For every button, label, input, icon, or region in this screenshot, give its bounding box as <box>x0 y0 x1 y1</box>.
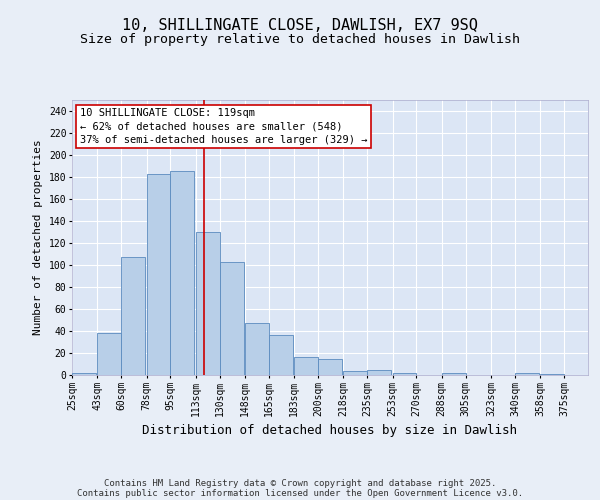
Bar <box>245 324 269 375</box>
Bar <box>72 373 96 375</box>
Bar <box>294 358 318 375</box>
Bar <box>318 358 342 375</box>
Bar <box>220 262 244 375</box>
Bar <box>170 172 194 375</box>
X-axis label: Distribution of detached houses by size in Dawlish: Distribution of detached houses by size … <box>143 424 517 437</box>
Bar <box>121 258 145 375</box>
Text: 10, SHILLINGATE CLOSE, DAWLISH, EX7 9SQ: 10, SHILLINGATE CLOSE, DAWLISH, EX7 9SQ <box>122 18 478 32</box>
Y-axis label: Number of detached properties: Number of detached properties <box>33 140 43 336</box>
Text: 10 SHILLINGATE CLOSE: 119sqm
← 62% of detached houses are smaller (548)
37% of s: 10 SHILLINGATE CLOSE: 119sqm ← 62% of de… <box>80 108 367 144</box>
Bar <box>146 174 170 375</box>
Bar <box>269 336 293 375</box>
Bar <box>442 373 466 375</box>
Text: Contains HM Land Registry data © Crown copyright and database right 2025.: Contains HM Land Registry data © Crown c… <box>104 478 496 488</box>
Bar <box>515 373 539 375</box>
Text: Contains public sector information licensed under the Open Government Licence v3: Contains public sector information licen… <box>77 488 523 498</box>
Bar <box>196 232 220 375</box>
Bar <box>367 370 391 375</box>
Text: Size of property relative to detached houses in Dawlish: Size of property relative to detached ho… <box>80 32 520 46</box>
Bar <box>392 373 416 375</box>
Bar <box>97 333 121 375</box>
Bar <box>540 374 564 375</box>
Bar <box>343 370 367 375</box>
